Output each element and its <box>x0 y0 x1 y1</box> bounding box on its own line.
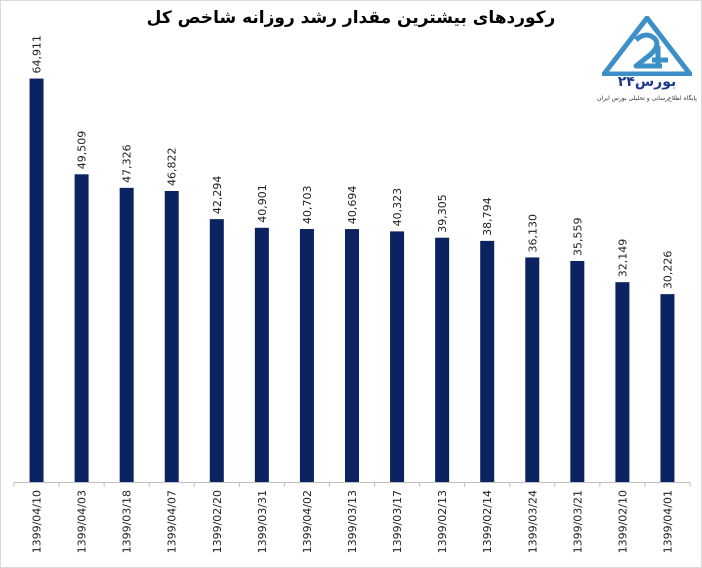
bar <box>164 190 179 482</box>
data-label: 30,226 <box>661 251 674 290</box>
bar <box>119 187 134 482</box>
x-tick-label: 1399/04/01 <box>661 490 674 553</box>
x-tick-label: 1399/02/14 <box>481 490 494 553</box>
bar <box>435 237 450 482</box>
data-label: 40,901 <box>256 184 269 223</box>
bar <box>209 219 224 482</box>
x-tick-label: 1399/04/03 <box>76 490 89 553</box>
data-label: 40,703 <box>301 186 314 225</box>
bar <box>390 231 405 482</box>
x-tick-label: 1399/02/10 <box>616 490 629 553</box>
data-label: 36,130 <box>526 214 539 253</box>
data-label: 42,294 <box>211 176 224 214</box>
bar <box>480 240 495 482</box>
x-tick-label: 1399/03/24 <box>526 490 539 553</box>
x-tick-label: 1399/03/17 <box>391 490 404 553</box>
bar <box>345 229 359 482</box>
data-label: 32,149 <box>616 239 629 278</box>
x-tick-label: 1399/03/21 <box>571 490 584 553</box>
x-tick-label: 1399/03/18 <box>121 490 134 553</box>
x-tick-label: 1399/04/02 <box>301 490 314 553</box>
x-tick-label: 1399/02/20 <box>211 490 224 553</box>
logo-brand-text: بورس۲۴ <box>617 74 677 90</box>
bar <box>525 257 540 482</box>
logo: بورس۲۴ پایگاه اطلاع‌رسانی و تحلیلی بورس … <box>597 15 697 116</box>
data-label: 35,559 <box>571 217 584 256</box>
x-tick-label: 1399/03/13 <box>346 490 359 553</box>
data-label: 40,323 <box>391 188 404 227</box>
x-tick-label: 1399/04/07 <box>166 490 179 553</box>
bar <box>570 260 585 482</box>
chart-title: رکوردهای بیشترین مقدار رشد روزانه شاخص ک… <box>146 8 556 28</box>
x-tick-label: 1399/03/31 <box>256 490 269 553</box>
x-tick-label: 1399/04/10 <box>31 490 44 553</box>
data-label: 64,911 <box>31 35 44 74</box>
data-label: 46,822 <box>166 147 179 186</box>
data-label: 39,305 <box>436 194 449 233</box>
bar <box>74 174 89 482</box>
bar <box>660 294 675 482</box>
logo-mark-icon <box>601 15 693 77</box>
data-label: 49,509 <box>76 131 89 170</box>
bar <box>29 78 44 483</box>
bar <box>615 282 630 482</box>
data-label: 38,794 <box>481 197 494 236</box>
data-label: 47,326 <box>121 144 134 183</box>
logo-tagline: پایگاه اطلاع‌رسانی و تحلیلی بورس ایران <box>597 95 697 102</box>
x-tick-label: 1399/02/13 <box>436 490 449 553</box>
bar <box>254 227 269 482</box>
bar <box>299 229 314 482</box>
data-label: 40,694 <box>346 186 359 225</box>
